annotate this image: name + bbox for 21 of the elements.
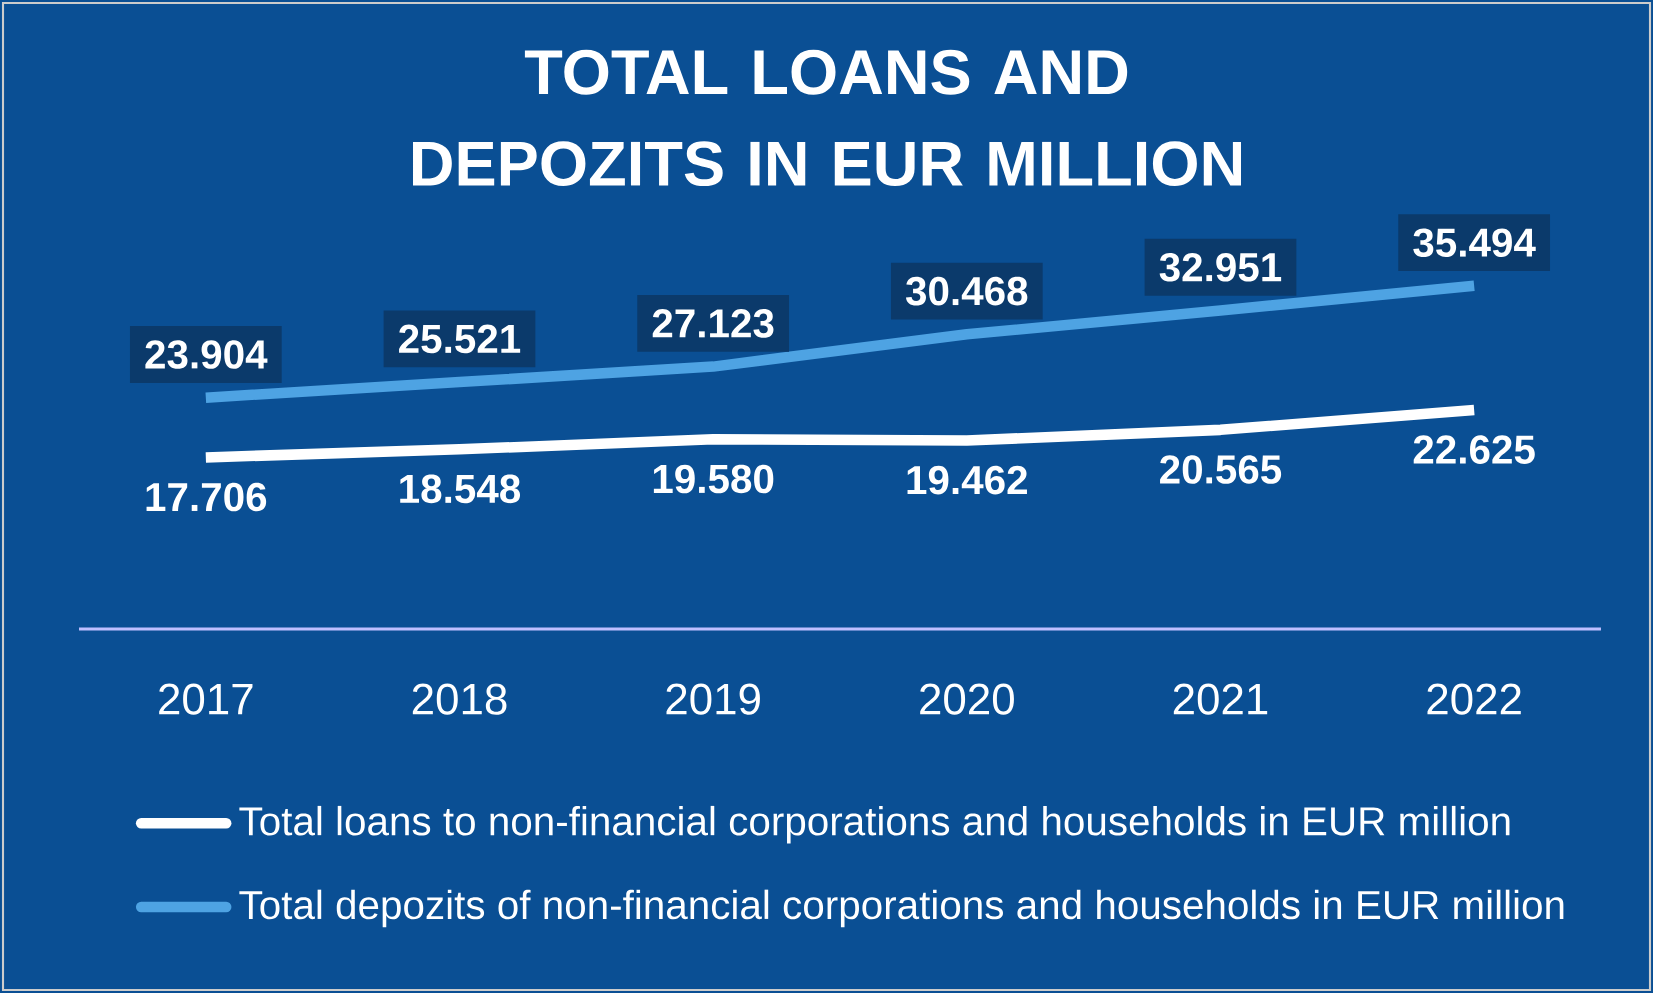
data-label: 23.904	[145, 340, 268, 369]
data-label: 35.494	[1413, 228, 1536, 258]
x-tick-label: 2017	[159, 683, 253, 715]
data-label: 32.951	[1159, 252, 1282, 282]
data-label: 19.580	[653, 464, 774, 494]
data-label: 20.565	[1160, 455, 1282, 484]
data-label: 17.706	[146, 482, 267, 512]
data-label: 25.521	[399, 324, 521, 354]
data-label: 22.625	[1413, 435, 1535, 464]
data-label: 18.548	[400, 474, 521, 504]
x-tick-label: 2020	[920, 683, 1014, 715]
x-tick-label: 2019	[666, 683, 760, 715]
legend-label: Total depozits of non-financial corporations and households in EUR million	[239, 889, 1564, 928]
legend-label: Total loans to non-financial corporations and households in EUR million	[239, 805, 1510, 844]
x-tick-label: 2022	[1427, 683, 1521, 715]
x-tick-label: 2018	[412, 683, 507, 715]
x-tick-label: 2021	[1173, 683, 1268, 715]
data-label: 27.123	[652, 309, 774, 338]
chart-title: TOTAL LOANS AND DEPOZITS IN EUR MILLION	[413, 49, 1241, 187]
data-label: 19.462	[907, 465, 1027, 495]
data-label: 30.468	[905, 276, 1028, 306]
